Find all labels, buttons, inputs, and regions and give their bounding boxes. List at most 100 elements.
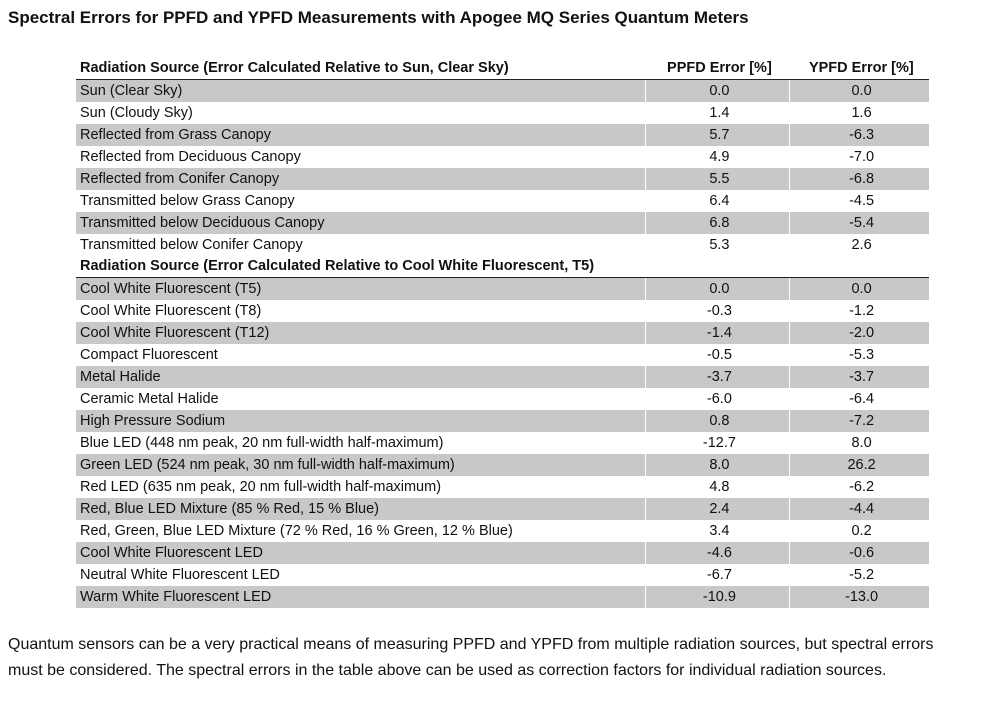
ppfd-error-cell: -6.7 bbox=[644, 564, 790, 586]
source-cell: Compact Fluorescent bbox=[76, 344, 646, 366]
ypfd-error-cell: 1.6 bbox=[789, 102, 929, 124]
table-row: Metal Halide -3.7 -3.7 bbox=[76, 366, 929, 388]
ppfd-error-cell: 4.8 bbox=[644, 476, 790, 498]
source-cell: High Pressure Sodium bbox=[76, 410, 646, 432]
ppfd-error-cell: -3.7 bbox=[644, 366, 790, 388]
source-cell: Ceramic Metal Halide bbox=[76, 388, 646, 410]
ypfd-error-cell: -6.2 bbox=[789, 476, 929, 498]
ypfd-error-cell: -1.2 bbox=[789, 300, 929, 322]
table-row: Cool White Fluorescent (T5) 0.0 0.0 bbox=[76, 277, 929, 300]
table-row: Cool White Fluorescent (T12) -1.4 -2.0 bbox=[76, 322, 929, 344]
ppfd-error-cell: 5.3 bbox=[644, 234, 790, 256]
ppfd-error-cell: 4.9 bbox=[644, 146, 790, 168]
table-row: High Pressure Sodium 0.8 -7.2 bbox=[76, 410, 929, 432]
source-cell: Reflected from Conifer Canopy bbox=[76, 168, 646, 190]
source-cell: Sun (Clear Sky) bbox=[76, 79, 646, 102]
table-row: Reflected from Conifer Canopy 5.5 -6.8 bbox=[76, 168, 929, 190]
table-row: Transmitted below Grass Canopy 6.4 -4.5 bbox=[76, 190, 929, 212]
ppfd-error-cell: 0.0 bbox=[644, 277, 790, 300]
table-row: Red, Blue LED Mixture (85 % Red, 15 % Bl… bbox=[76, 498, 929, 520]
ypfd-error-cell: -6.4 bbox=[789, 388, 929, 410]
source-cell: Metal Halide bbox=[76, 366, 646, 388]
ypfd-column-header: YPFD Error [%] bbox=[789, 58, 929, 80]
source-cell: Neutral White Fluorescent LED bbox=[76, 564, 646, 586]
ppfd-error-cell: -0.3 bbox=[644, 300, 790, 322]
source-cell: Cool White Fluorescent (T8) bbox=[76, 300, 646, 322]
ppfd-error-cell: -1.4 bbox=[644, 322, 790, 344]
ypfd-error-cell: 0.0 bbox=[789, 277, 929, 300]
source-cell: Reflected from Grass Canopy bbox=[76, 124, 646, 146]
source-cell: Cool White Fluorescent (T12) bbox=[76, 322, 646, 344]
section2-header-row: Radiation Source (Error Calculated Relat… bbox=[76, 256, 929, 278]
source-cell: Reflected from Deciduous Canopy bbox=[76, 146, 646, 168]
ppfd-error-cell: 8.0 bbox=[644, 454, 790, 476]
ypfd-error-cell: -3.7 bbox=[789, 366, 929, 388]
source-cell: Sun (Cloudy Sky) bbox=[76, 102, 646, 124]
ppfd-error-cell: 5.5 bbox=[644, 168, 790, 190]
table-row: Red LED (635 nm peak, 20 nm full-width h… bbox=[76, 476, 929, 498]
source-cell: Cool White Fluorescent (T5) bbox=[76, 277, 646, 300]
ppfd-error-cell: -0.5 bbox=[644, 344, 790, 366]
ypfd-error-cell: -5.4 bbox=[789, 212, 929, 234]
source-cell: Warm White Fluorescent LED bbox=[76, 586, 646, 608]
ypfd-error-cell: 8.0 bbox=[789, 432, 929, 454]
ypfd-error-cell: 0.2 bbox=[789, 520, 929, 542]
table-row: Warm White Fluorescent LED -10.9 -13.0 bbox=[76, 586, 929, 608]
table-row: Ceramic Metal Halide -6.0 -6.4 bbox=[76, 388, 929, 410]
ppfd-error-cell: 6.8 bbox=[644, 212, 790, 234]
ppfd-error-cell: 0.0 bbox=[644, 79, 790, 102]
table-row: Sun (Cloudy Sky) 1.4 1.6 bbox=[76, 102, 929, 124]
ppfd-error-cell: 1.4 bbox=[644, 102, 790, 124]
table-row: Reflected from Deciduous Canopy 4.9 -7.0 bbox=[76, 146, 929, 168]
page-title: Spectral Errors for PPFD and YPFD Measur… bbox=[8, 8, 749, 27]
table-row: Cool White Fluorescent (T8) -0.3 -1.2 bbox=[76, 300, 929, 322]
ppfd-column-header: PPFD Error [%] bbox=[645, 58, 790, 80]
ppfd-error-cell: 5.7 bbox=[644, 124, 790, 146]
ypfd-error-cell: -6.8 bbox=[789, 168, 929, 190]
table-row: Green LED (524 nm peak, 30 nm full-width… bbox=[76, 454, 929, 476]
source-cell: Blue LED (448 nm peak, 20 nm full-width … bbox=[76, 432, 646, 454]
table-row: Cool White Fluorescent LED -4.6 -0.6 bbox=[76, 542, 929, 564]
ypfd-error-cell: -5.3 bbox=[789, 344, 929, 366]
source-cell: Cool White Fluorescent LED bbox=[76, 542, 646, 564]
table-row: Blue LED (448 nm peak, 20 nm full-width … bbox=[76, 432, 929, 454]
ypfd-error-cell: -2.0 bbox=[789, 322, 929, 344]
table-row: Neutral White Fluorescent LED -6.7 -5.2 bbox=[76, 564, 929, 586]
ypfd-error-cell: 26.2 bbox=[789, 454, 929, 476]
ypfd-error-cell: -7.2 bbox=[789, 410, 929, 432]
ppfd-error-cell: 0.8 bbox=[644, 410, 790, 432]
ppfd-error-cell: 3.4 bbox=[644, 520, 790, 542]
table-header-row: Radiation Source (Error Calculated Relat… bbox=[76, 58, 929, 80]
ypfd-error-cell: -4.5 bbox=[789, 190, 929, 212]
source-cell: Transmitted below Deciduous Canopy bbox=[76, 212, 646, 234]
source-cell: Transmitted below Grass Canopy bbox=[76, 190, 646, 212]
ppfd-error-cell: -12.7 bbox=[644, 432, 790, 454]
section2-header: Radiation Source (Error Calculated Relat… bbox=[76, 256, 929, 278]
ppfd-error-cell: 6.4 bbox=[644, 190, 790, 212]
spectral-error-table: Radiation Source (Error Calculated Relat… bbox=[76, 58, 929, 608]
ppfd-error-cell: -6.0 bbox=[644, 388, 790, 410]
table-row: Transmitted below Conifer Canopy 5.3 2.6 bbox=[76, 234, 929, 256]
ppfd-error-cell: 2.4 bbox=[644, 498, 790, 520]
ypfd-error-cell: -5.2 bbox=[789, 564, 929, 586]
ppfd-error-cell: -10.9 bbox=[644, 586, 790, 608]
table-row: Red, Green, Blue LED Mixture (72 % Red, … bbox=[76, 520, 929, 542]
source-cell: Red, Green, Blue LED Mixture (72 % Red, … bbox=[76, 520, 646, 542]
section1-header: Radiation Source (Error Calculated Relat… bbox=[76, 58, 646, 80]
ypfd-error-cell: -4.4 bbox=[789, 498, 929, 520]
table-row: Compact Fluorescent -0.5 -5.3 bbox=[76, 344, 929, 366]
description-paragraph: Quantum sensors can be a very practical … bbox=[8, 636, 934, 679]
source-cell: Transmitted below Conifer Canopy bbox=[76, 234, 646, 256]
ypfd-error-cell: -7.0 bbox=[789, 146, 929, 168]
table-row: Transmitted below Deciduous Canopy 6.8 -5.… bbox=[76, 212, 929, 234]
table-row: Sun (Clear Sky) 0.0 0.0 bbox=[76, 79, 929, 102]
ypfd-error-cell: -0.6 bbox=[789, 542, 929, 564]
ypfd-error-cell: -6.3 bbox=[789, 124, 929, 146]
source-cell: Red LED (635 nm peak, 20 nm full-width h… bbox=[76, 476, 646, 498]
ppfd-error-cell: -4.6 bbox=[644, 542, 790, 564]
ypfd-error-cell: 2.6 bbox=[789, 234, 929, 256]
ypfd-error-cell: -13.0 bbox=[789, 586, 929, 608]
source-cell: Green LED (524 nm peak, 30 nm full-width… bbox=[76, 454, 646, 476]
ypfd-error-cell: 0.0 bbox=[789, 79, 929, 102]
table-row: Reflected from Grass Canopy 5.7 -6.3 bbox=[76, 124, 929, 146]
